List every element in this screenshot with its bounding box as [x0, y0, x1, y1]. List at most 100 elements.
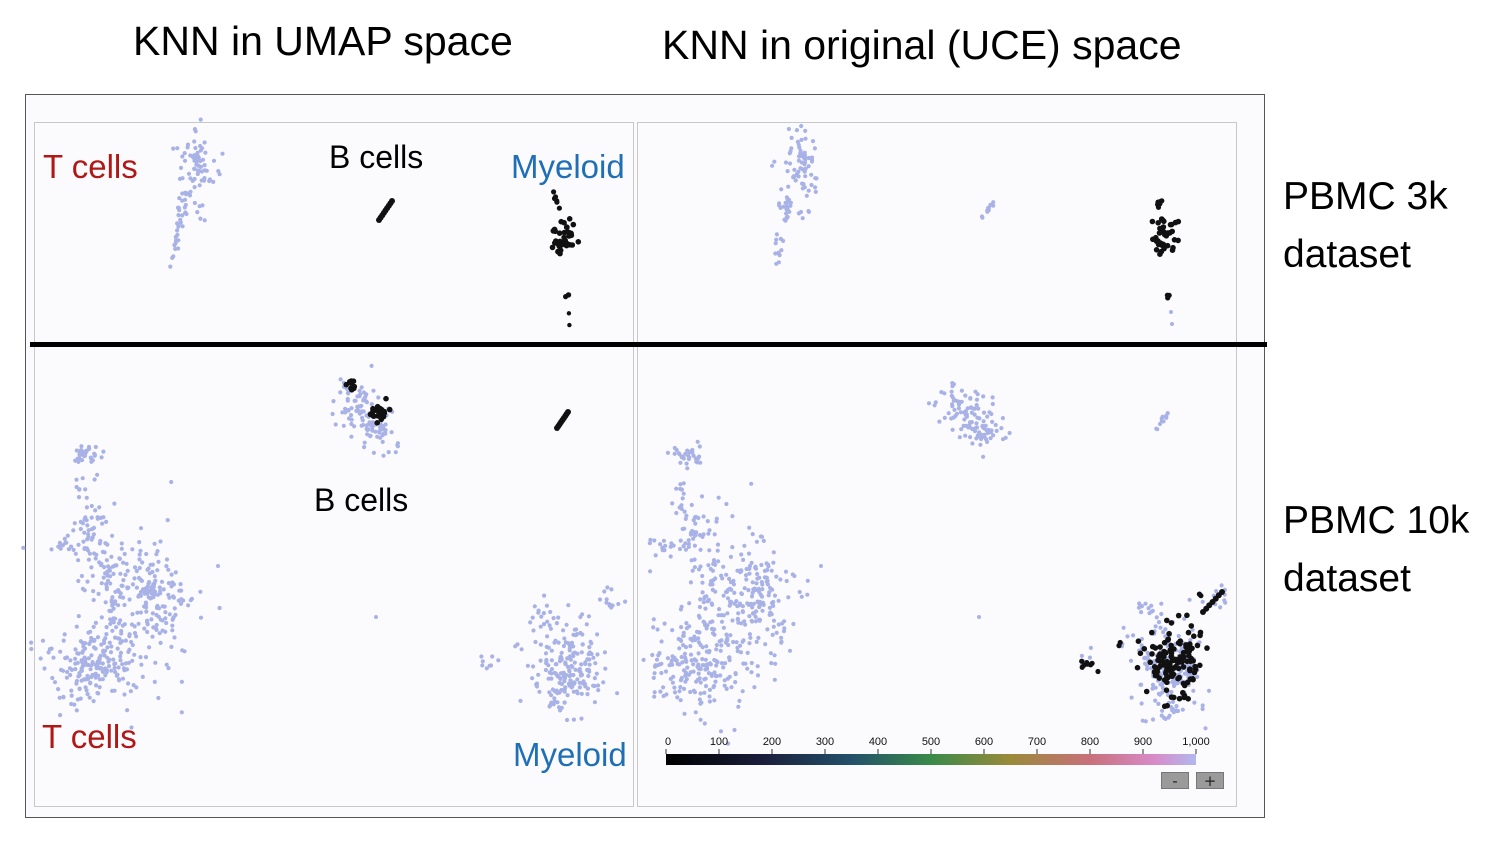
cell-point	[767, 605, 773, 610]
cell-point	[114, 673, 119, 678]
cell-point	[761, 538, 766, 544]
cell-point	[688, 449, 694, 454]
cell-point	[106, 664, 112, 669]
cell-point	[176, 213, 181, 218]
cell-point	[549, 693, 554, 698]
cell-point	[136, 621, 141, 626]
zoom-in-button[interactable]: +	[1196, 772, 1224, 790]
cell-point	[794, 128, 800, 133]
neighbor-point	[549, 244, 556, 251]
cell-point	[188, 153, 193, 158]
cell-point	[73, 661, 78, 666]
cell-point	[1154, 426, 1159, 431]
cell-point	[107, 640, 112, 645]
cell-point	[83, 657, 88, 662]
cell-point	[341, 423, 346, 428]
cell-point	[561, 674, 567, 679]
cell-point	[767, 590, 772, 595]
cell-point	[1200, 706, 1205, 712]
cell-point	[109, 644, 114, 649]
cell-point	[681, 686, 687, 692]
neighbor-point	[575, 239, 582, 245]
cell-point	[98, 666, 103, 671]
cell-point	[800, 186, 805, 191]
cell-point	[538, 624, 543, 629]
zoom-out-button[interactable]: -	[1161, 772, 1189, 790]
cell-point	[759, 534, 765, 539]
cell-point	[536, 610, 541, 615]
cell-point	[812, 146, 818, 151]
cell-point	[674, 486, 679, 491]
cell-point	[706, 531, 711, 536]
cell-point	[806, 209, 811, 214]
cell-point	[677, 505, 682, 510]
cell-point	[61, 638, 66, 643]
label-myeloid-3k: Myeloid	[511, 148, 625, 185]
cell-point	[773, 251, 778, 256]
cell-point	[122, 668, 127, 673]
cell-point	[604, 597, 609, 602]
cell-point	[652, 671, 657, 676]
cell-point	[180, 224, 185, 229]
cell-point	[95, 472, 100, 477]
cell-point	[683, 645, 689, 650]
neighbor-point	[561, 234, 567, 241]
cell-point	[979, 432, 984, 437]
cell-point	[104, 632, 109, 637]
cell-point	[92, 638, 97, 644]
panel-10k-uce[interactable]	[637, 346, 1237, 807]
cell-point	[198, 148, 203, 153]
cell-point	[797, 145, 802, 150]
cell-point	[592, 676, 598, 681]
cell-point	[776, 622, 781, 627]
cell-point	[681, 491, 686, 496]
cell-point	[732, 590, 737, 596]
cell-point	[1088, 645, 1093, 651]
cell-point	[568, 678, 573, 683]
cell-point	[579, 716, 584, 721]
cell-point	[77, 487, 82, 492]
cell-point	[746, 551, 752, 556]
cell-point	[152, 574, 157, 579]
cell-point	[592, 700, 598, 705]
cell-point	[186, 603, 191, 608]
cell-point	[678, 685, 683, 690]
cell-point	[78, 452, 84, 457]
cell-point	[149, 617, 154, 622]
cell-point	[1143, 655, 1148, 660]
cell-point	[531, 664, 536, 669]
cell-point	[532, 604, 537, 609]
cell-point	[178, 165, 184, 170]
cell-point	[120, 639, 125, 644]
cell-point	[715, 548, 720, 553]
row-label-pbmc3k: PBMC 3k dataset	[1283, 168, 1448, 284]
cell-point	[1206, 688, 1212, 693]
cell-point	[745, 666, 750, 671]
neighbor-point	[552, 240, 558, 246]
cell-point	[76, 495, 82, 500]
cell-point	[692, 690, 698, 695]
cell-point	[665, 656, 671, 661]
cell-point	[99, 615, 104, 620]
cell-point	[1156, 620, 1162, 625]
cell-point	[792, 174, 797, 179]
cell-point	[747, 641, 752, 646]
cell-point	[172, 635, 177, 640]
cell-point	[558, 676, 563, 682]
cell-point	[559, 657, 564, 662]
cell-point	[180, 198, 185, 203]
cell-point	[89, 527, 95, 532]
cell-point	[685, 448, 690, 453]
cell-point	[743, 622, 748, 627]
cell-point	[688, 636, 693, 642]
cell-point	[76, 459, 81, 464]
cell-point	[689, 558, 694, 563]
cell-point	[774, 574, 779, 579]
cell-point	[77, 671, 82, 676]
cell-point	[586, 614, 592, 619]
neighbor-point	[1171, 694, 1177, 701]
cell-point	[84, 546, 89, 551]
cell-point	[760, 587, 765, 592]
cell-point	[359, 410, 364, 415]
cell-point	[592, 683, 597, 689]
